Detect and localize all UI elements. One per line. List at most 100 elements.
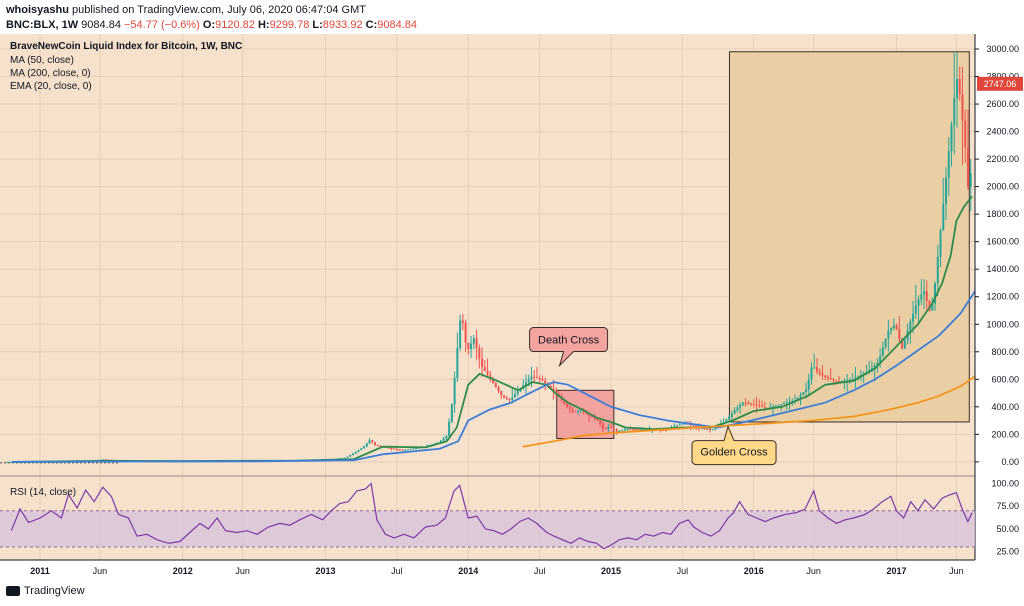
candle-body bbox=[571, 409, 574, 412]
candle-body bbox=[371, 440, 374, 443]
rsi-line bbox=[10, 482, 973, 550]
candle-body bbox=[387, 447, 390, 449]
candle-body bbox=[538, 378, 541, 380]
candle-body bbox=[695, 425, 698, 427]
candle-body bbox=[610, 427, 613, 429]
legend-ma200[interactable]: MA (200, close, 0) bbox=[10, 68, 91, 79]
candle-body bbox=[733, 410, 736, 414]
time-axis-label: Jun bbox=[93, 566, 108, 576]
price-axis-label: 2200.00 bbox=[986, 154, 1019, 164]
candle-body bbox=[780, 403, 783, 405]
candle-body bbox=[758, 405, 761, 407]
candle-body bbox=[777, 404, 780, 406]
candle-body bbox=[643, 429, 646, 431]
candle-body bbox=[873, 365, 876, 368]
price-axis-label: 0.00 bbox=[1001, 457, 1019, 467]
candle-body bbox=[824, 375, 827, 378]
candle-body bbox=[544, 380, 547, 384]
candle-body bbox=[854, 377, 857, 380]
candle-body bbox=[607, 427, 610, 429]
time-axis-label: Jul bbox=[534, 566, 546, 576]
legend-ema20[interactable]: EMA (20, close, 0) bbox=[10, 81, 92, 92]
ema20-line bbox=[522, 375, 976, 448]
candle-body bbox=[456, 348, 459, 378]
death-cross-box bbox=[556, 389, 615, 439]
candle-body bbox=[461, 320, 464, 323]
time-axis-label: 2016 bbox=[744, 566, 764, 576]
candle-body bbox=[363, 446, 366, 449]
time-axis[interactable]: 2011 Jun 2012 Jun 2013 Jul 2014 Jul 2015 Jul 2016 J… bbox=[0, 559, 975, 576]
golden-cross-label: Golden Cross bbox=[700, 447, 768, 459]
candle-body bbox=[931, 303, 934, 311]
published-text: published on TradingView.com, July 06, 2… bbox=[72, 4, 366, 16]
open-value: 9120.82 bbox=[215, 19, 255, 31]
candle-body bbox=[563, 399, 566, 404]
tradingview-footer: TradingView bbox=[6, 585, 85, 597]
candle-body bbox=[483, 366, 486, 371]
rsi-label[interactable]: RSI (14, close) bbox=[10, 487, 76, 498]
candle-body bbox=[588, 413, 591, 416]
time-axis-label: 2011 bbox=[30, 566, 50, 576]
time-axis-label: 2015 bbox=[601, 566, 621, 576]
candle-body bbox=[958, 78, 961, 95]
candle-body bbox=[848, 379, 851, 381]
candle-body bbox=[497, 386, 500, 392]
candle-body bbox=[505, 397, 508, 399]
candle-body bbox=[761, 406, 764, 408]
candle-body bbox=[785, 402, 788, 404]
death-cross-callout bbox=[529, 327, 609, 368]
candle-body bbox=[508, 398, 511, 400]
legend-ma50[interactable]: MA (50, close) bbox=[10, 55, 74, 66]
candle-body bbox=[879, 356, 882, 364]
candle-body bbox=[664, 429, 667, 431]
price-axis-label: 1800.00 bbox=[986, 209, 1019, 219]
candle-body bbox=[876, 363, 879, 366]
candle-body bbox=[634, 429, 637, 431]
candle-body bbox=[552, 388, 555, 392]
candle-body bbox=[593, 417, 596, 419]
candle-body bbox=[464, 322, 467, 343]
price-axis[interactable]: 0.00 200.00 400.00 600.00 800.00 1000.00 1200.… bbox=[974, 34, 1023, 560]
candle-body bbox=[955, 78, 958, 99]
candle-body bbox=[706, 428, 709, 430]
indicator-lines bbox=[11, 195, 976, 463]
candle-body bbox=[629, 428, 632, 430]
candle-body bbox=[903, 340, 906, 349]
candle-body bbox=[969, 173, 972, 187]
candle-body bbox=[601, 423, 604, 429]
candle-body bbox=[467, 342, 470, 349]
close-label: C: bbox=[365, 19, 378, 31]
candle-body bbox=[486, 370, 489, 375]
candle-body bbox=[769, 407, 772, 409]
candle-body bbox=[703, 428, 706, 430]
candle-body bbox=[736, 407, 739, 411]
candle-body bbox=[912, 313, 915, 322]
candle-body bbox=[577, 410, 580, 412]
candle-body bbox=[599, 420, 602, 424]
candle-body bbox=[368, 440, 371, 444]
candle-body bbox=[714, 427, 717, 430]
last-price-tag-label: 2747.06 bbox=[984, 79, 1017, 89]
candle-body bbox=[398, 449, 401, 451]
candle-body bbox=[445, 436, 448, 439]
candle-body bbox=[511, 397, 514, 400]
candle-body bbox=[390, 448, 393, 450]
annotation-boxes bbox=[556, 51, 970, 439]
price-axis-label: 1200.00 bbox=[986, 292, 1019, 302]
candle-body bbox=[851, 379, 854, 381]
candle-body bbox=[675, 425, 678, 427]
last-price-tag bbox=[977, 76, 1023, 91]
price-chart[interactable]: Death Cross Golden Cross 0.00 200.00 400.00… bbox=[0, 34, 1024, 582]
candle-body bbox=[681, 423, 684, 425]
candle-body bbox=[747, 403, 750, 405]
candle-body bbox=[917, 299, 920, 306]
candle-body bbox=[934, 283, 937, 304]
price-axis-label: 2600.00 bbox=[986, 99, 1019, 109]
candle-body bbox=[821, 373, 824, 376]
author-name[interactable]: whoisyashu bbox=[6, 4, 69, 16]
tradingview-brand: TradingView bbox=[24, 585, 85, 597]
candle-body bbox=[925, 291, 928, 301]
candle-body bbox=[632, 429, 635, 431]
candle-body bbox=[708, 429, 711, 431]
candle-body bbox=[500, 391, 503, 396]
